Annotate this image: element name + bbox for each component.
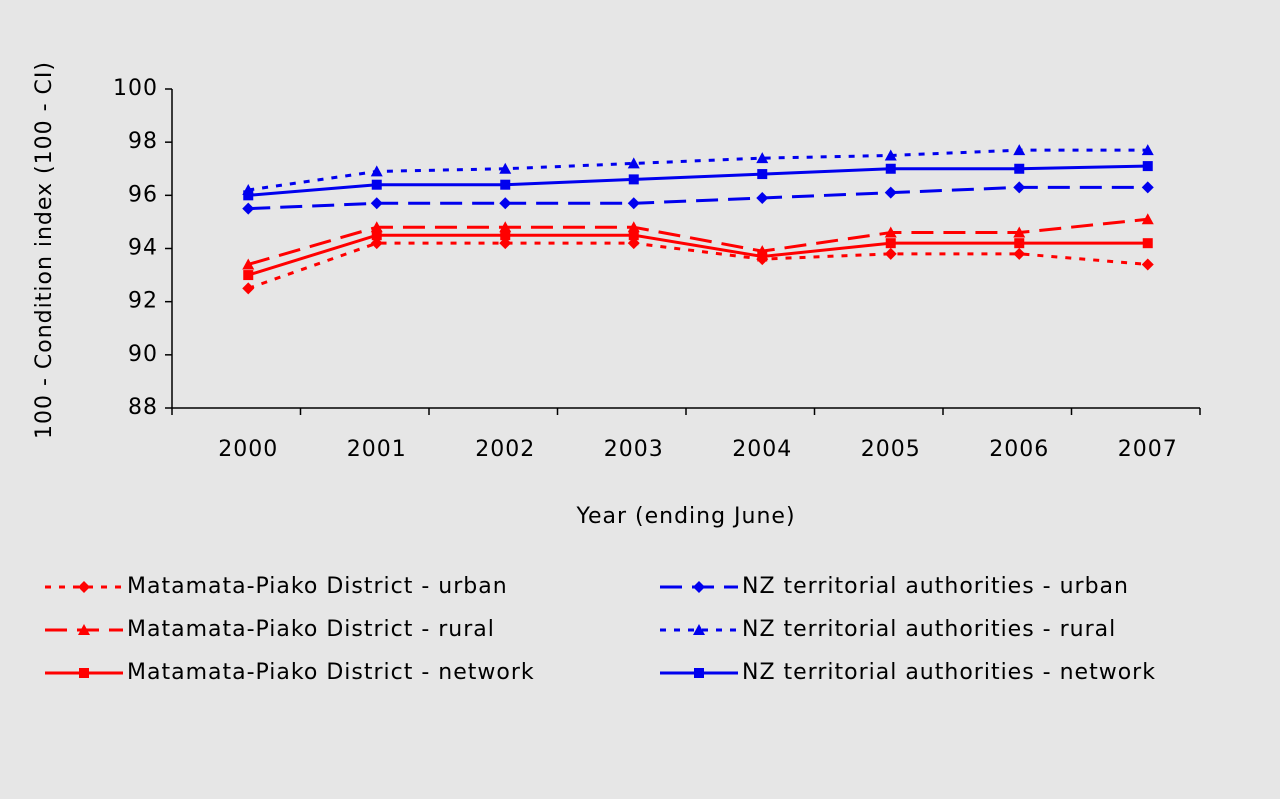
- marker: [371, 230, 382, 241]
- marker: [242, 282, 255, 295]
- legend-label: NZ territorial authorities - rural: [742, 617, 1116, 642]
- y-tick-label: 94: [128, 236, 158, 261]
- marker: [371, 179, 382, 190]
- legend-label: Matamata-Piako District - network: [127, 660, 535, 685]
- marker: [884, 149, 897, 161]
- marker: [693, 624, 705, 635]
- series-line: [248, 164, 1148, 197]
- marker: [1014, 238, 1025, 249]
- legend-label: Matamata-Piako District - rural: [127, 617, 495, 642]
- y-tick-label: 96: [128, 182, 158, 207]
- marker: [1142, 238, 1153, 249]
- y-tick-label: 100: [113, 76, 158, 101]
- marker: [757, 251, 768, 262]
- marker: [243, 270, 254, 281]
- marker: [370, 221, 383, 233]
- x-tick-label: 2004: [732, 437, 792, 462]
- legend-label: Matamata-Piako District - urban: [127, 574, 508, 599]
- marker: [242, 202, 255, 215]
- marker: [1013, 247, 1026, 260]
- marker: [78, 581, 90, 593]
- legend-label: NZ territorial authorities - network: [742, 660, 1156, 685]
- y-tick-label: 88: [128, 395, 158, 420]
- marker: [885, 163, 896, 174]
- marker: [628, 174, 639, 185]
- y-tick-label: 92: [128, 289, 158, 314]
- marker: [500, 179, 511, 190]
- y-axis-label: 100 - Condition index (100 - CI): [32, 61, 57, 440]
- x-tick-label: 2003: [604, 437, 664, 462]
- marker: [693, 581, 705, 593]
- x-axis-label: Year (ending June): [575, 504, 795, 529]
- marker: [1141, 213, 1154, 225]
- marker: [756, 191, 769, 204]
- marker: [694, 668, 704, 678]
- legend-label: NZ territorial authorities - urban: [742, 574, 1129, 599]
- series-line: [248, 185, 1148, 211]
- marker: [627, 197, 640, 210]
- marker: [370, 197, 383, 210]
- marker: [499, 221, 512, 233]
- series-line: [247, 217, 1148, 266]
- marker: [500, 230, 511, 241]
- marker: [499, 162, 512, 174]
- marker: [885, 238, 896, 249]
- marker: [628, 230, 639, 241]
- marker: [884, 247, 897, 260]
- series-line: [247, 241, 1148, 290]
- x-tick-label: 2006: [989, 437, 1049, 462]
- marker: [884, 186, 897, 199]
- x-tick-label: 2005: [861, 437, 921, 462]
- x-tick-label: 2001: [347, 437, 407, 462]
- marker: [1013, 144, 1026, 156]
- marker: [78, 624, 90, 635]
- marker: [1013, 226, 1026, 238]
- marker: [884, 226, 897, 238]
- marker: [1142, 161, 1153, 172]
- x-tick-label: 2007: [1118, 437, 1178, 462]
- y-tick-label: 90: [128, 342, 158, 367]
- marker: [1141, 144, 1154, 156]
- marker: [1013, 181, 1026, 194]
- marker: [242, 258, 255, 270]
- series-line: [248, 148, 1148, 192]
- marker: [1141, 181, 1154, 194]
- marker: [79, 668, 89, 678]
- y-tick-label: 98: [128, 129, 158, 154]
- marker: [757, 169, 768, 180]
- series-line: [247, 233, 1148, 277]
- marker: [370, 165, 383, 177]
- marker: [627, 157, 640, 169]
- marker: [243, 190, 254, 201]
- marker: [1014, 163, 1025, 174]
- x-tick-label: 2000: [218, 437, 278, 462]
- marker: [627, 221, 640, 233]
- marker: [756, 152, 769, 164]
- marker: [1141, 258, 1154, 271]
- marker: [499, 197, 512, 210]
- x-tick-label: 2002: [475, 437, 535, 462]
